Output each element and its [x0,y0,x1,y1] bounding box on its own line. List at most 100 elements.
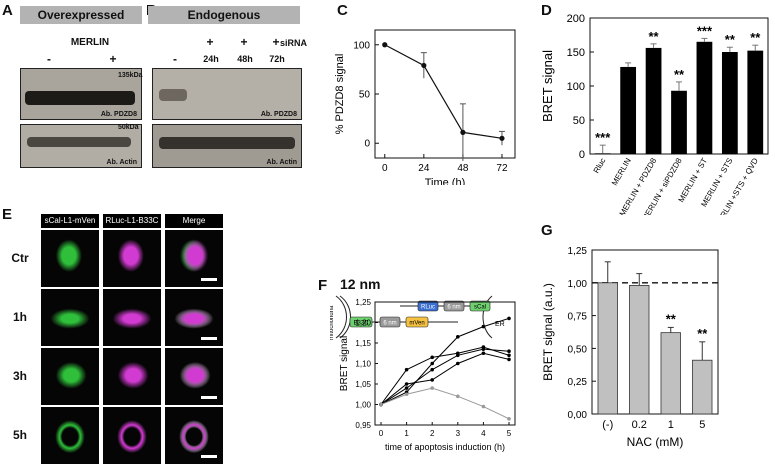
plot-frame-g [591,249,719,415]
bar-d [747,50,764,154]
box-linker-1 [379,316,401,328]
y-axis-label-g: BRET signal (a.u.) [541,283,555,381]
panel-b-lane-72h: 72h [269,54,285,64]
data-point-f [456,353,460,358]
x-tick-label-f: 3 [456,429,461,438]
y-tick-label-g: 1,00 [568,279,588,290]
y-tick-label-d: 200 [567,13,585,25]
panel-a-blot-actin-label: Ab. Actin [106,159,137,166]
bar-d [696,41,713,154]
x-tick-label-g: 1 [668,419,674,431]
box-mven [405,316,429,328]
data-point-f [430,386,434,390]
box-b33c-label: B33C [353,321,369,327]
rluc-channel-image [103,348,161,405]
x-tick-label-c: 72 [496,163,508,174]
scale-bar [201,337,217,340]
data-point-f [430,361,434,366]
data-point-f [507,316,511,321]
panel-b-header: Endogenous [148,6,300,24]
data-point-f [404,386,409,390]
scale-bar [201,455,217,458]
y-tick-label-f: 1,15 [355,339,371,348]
data-point-f [456,335,460,339]
ven-channel-image [41,348,99,405]
rluc-channel-image [103,289,161,346]
panel-b-lane-48h: 48h [237,54,253,64]
scale-bar [201,278,217,281]
data-point-f [507,353,511,358]
x-axis-label-c: Time (h) [425,177,466,185]
data-point-f [430,367,434,372]
er-label: ER [495,321,505,328]
ven-channel-image [41,230,99,287]
data-point-f [481,324,486,329]
bar-g [660,332,681,415]
significance-d: ** [750,30,761,45]
microscopy-row-label: 1h [12,309,27,324]
y-tick-label-d: 150 [567,47,585,59]
bar-d [620,66,637,154]
data-point-f [379,402,383,407]
distance-label: 12 nm [340,276,381,292]
x-tick-label-f: 2 [430,429,435,438]
scale-bar [201,396,217,399]
mw-marker-135: 135kDa [118,72,143,79]
series-line-f [380,317,510,405]
panel-label-a: A [2,2,13,19]
box-linker-2 [443,300,465,312]
box-b33c [349,316,373,328]
x-axis-label-f: time of apoptosis induction (h) [385,442,505,452]
box-rluc [417,300,439,312]
y-tick-label-f: 1,00 [355,401,371,410]
er-membrane [482,295,493,339]
rluc-channel-image [103,230,161,287]
bar-d [721,52,738,154]
microscopy-column-2: Merge [165,214,223,228]
mito-membrane-inner [339,295,351,339]
y-axis-label-f: BRET signal [339,336,350,391]
chart-g: 0,00 0,25 0,50 0,75 1,00 1,25 (-) 0.2 ** 1 ** 5 NAC … [541,246,719,449]
y-tick-label-g: 0,50 [568,344,588,355]
panel-a-blot-pdzd8: Ab. PDZD8 [20,68,142,120]
y-tick-label-d: 50 [573,115,585,127]
data-point-c [382,42,388,48]
ven-channel-image [41,407,99,464]
box-linker-2-label: 6 nm [447,305,460,311]
data-point-f [404,382,409,386]
series-line-c [384,44,503,139]
significance-d: *** [697,23,713,38]
y-tick-label-c: 100 [353,40,370,51]
bret-schema: mitochondria ER B33C 6 nm mVen RLuc 6 nm… [330,295,505,340]
data-point-c [460,129,466,135]
significance-d: ** [725,32,736,47]
panel-a-condition: MERLIN [70,37,110,48]
x-tick-label-g: (-) [602,419,613,431]
data-point-c [421,62,427,69]
box-rluc-label: RLuc [421,305,435,311]
data-point-f [507,357,511,362]
series-line-f [380,352,510,405]
data-point-f [430,378,434,382]
rluc-channel-image [103,407,161,464]
y-tick-label-c: 0 [364,139,370,150]
bar-g [692,359,713,415]
x-tick-label-f: 0 [379,429,384,438]
panel-b-blot-pdzd8-label: Ab. PDZD8 [260,111,297,118]
box-scal-label: sCal [474,305,486,311]
significance-d: *** [595,130,611,145]
data-point-c [499,135,505,141]
microscopy-column-0: sCal-L1-mVen [41,214,99,228]
ven-channel-image [41,289,99,346]
panel-a-blot-pdzd8-label: Ab. PDZD8 [100,111,137,118]
panel-b-lane-ctrl: - [173,52,177,66]
y-tick-label-g: 0,00 [568,410,588,421]
mito-label: mitochondria [330,305,335,340]
significance-d: ** [649,29,660,44]
series-line-f [380,387,510,420]
bar-d [594,153,611,154]
y-tick-label-g: 0,25 [568,377,588,388]
y-tick-label-c: 50 [359,90,371,101]
y-tick-label-g: 0,75 [568,312,588,323]
